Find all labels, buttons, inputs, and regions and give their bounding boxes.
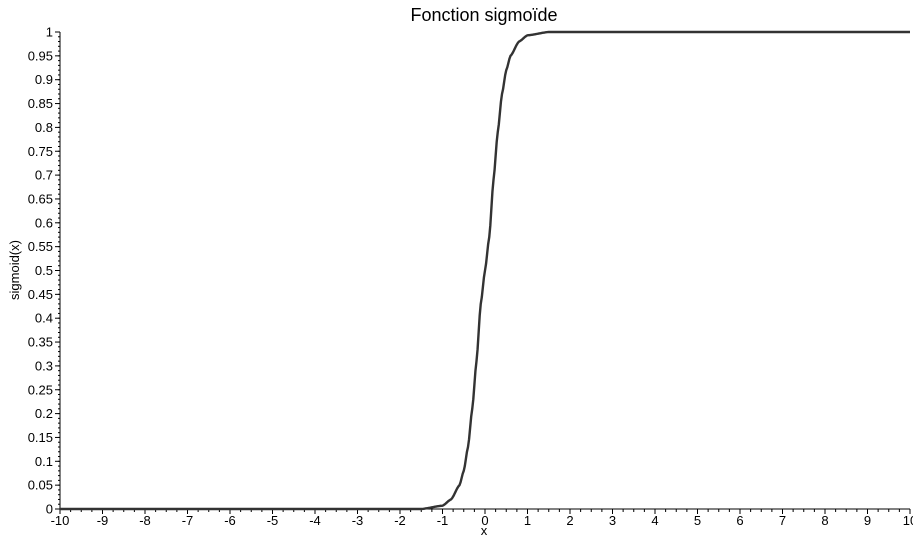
y-tick-label: 0.35 (28, 335, 53, 350)
x-tick-label: -9 (97, 513, 109, 528)
y-tick-label: 0.45 (28, 287, 53, 302)
y-tick-label: 0.1 (35, 454, 53, 469)
sigmoid-series-line (59, 30, 911, 511)
x-tick-label: -4 (309, 513, 321, 528)
x-tick-label: -6 (224, 513, 236, 528)
y-tick-label: 0.3 (35, 358, 53, 373)
y-tick-label: 0.15 (28, 430, 53, 445)
y-tick-label: 0.7 (35, 168, 53, 183)
x-tick-label: 3 (609, 513, 616, 528)
x-tick-label: -8 (139, 513, 151, 528)
y-tick-label: 0.95 (28, 48, 53, 63)
y-tick-label: 0.5 (35, 263, 53, 278)
x-tick-label: 7 (779, 513, 786, 528)
x-axis-label: x (481, 523, 488, 537)
y-tick-label: 0.55 (28, 239, 53, 254)
y-tick-label: 0.9 (35, 72, 53, 87)
x-tick-label: 1 (524, 513, 531, 528)
x-tick-label: 8 (821, 513, 828, 528)
x-tick-label: -5 (267, 513, 279, 528)
chart-title: Fonction sigmoïde (410, 5, 557, 25)
y-tick-label: 0.2 (35, 406, 53, 421)
y-tick-label: 0.75 (28, 144, 53, 159)
y-tick-label: 0.4 (35, 311, 53, 326)
y-tick-label: 1 (46, 25, 53, 40)
x-tick-label: -2 (394, 513, 406, 528)
y-tick-label: 0.6 (35, 215, 53, 230)
y-tick-label: 0.85 (28, 96, 53, 111)
x-tick-label: -1 (437, 513, 449, 528)
x-tick-label: -7 (182, 513, 194, 528)
y-tick-label: 0.8 (35, 120, 53, 135)
x-tick-label: 4 (651, 513, 658, 528)
y-tick-label: 0.65 (28, 191, 53, 206)
y-axis-label: sigmoid(x) (7, 240, 22, 300)
x-tick-label: 2 (566, 513, 573, 528)
y-axis-ticks: 0 0.05 0.1 0.15 0.2 0.25 0.3 0.35 0.4 0.45 0.5 0.55… (28, 25, 60, 517)
y-tick-label: 0.25 (28, 382, 53, 397)
x-tick-label: 10 (903, 513, 913, 528)
x-tick-label: 0 (481, 513, 488, 528)
x-tick-label: 5 (694, 513, 701, 528)
x-tick-label: 6 (736, 513, 743, 528)
series-layer (59, 30, 911, 511)
x-tick-label: -10 (51, 513, 70, 528)
x-tick-label: 9 (864, 513, 871, 528)
x-tick-label: -3 (352, 513, 364, 528)
y-tick-label: 0 (46, 502, 53, 517)
y-tick-label: 0.05 (28, 478, 53, 493)
